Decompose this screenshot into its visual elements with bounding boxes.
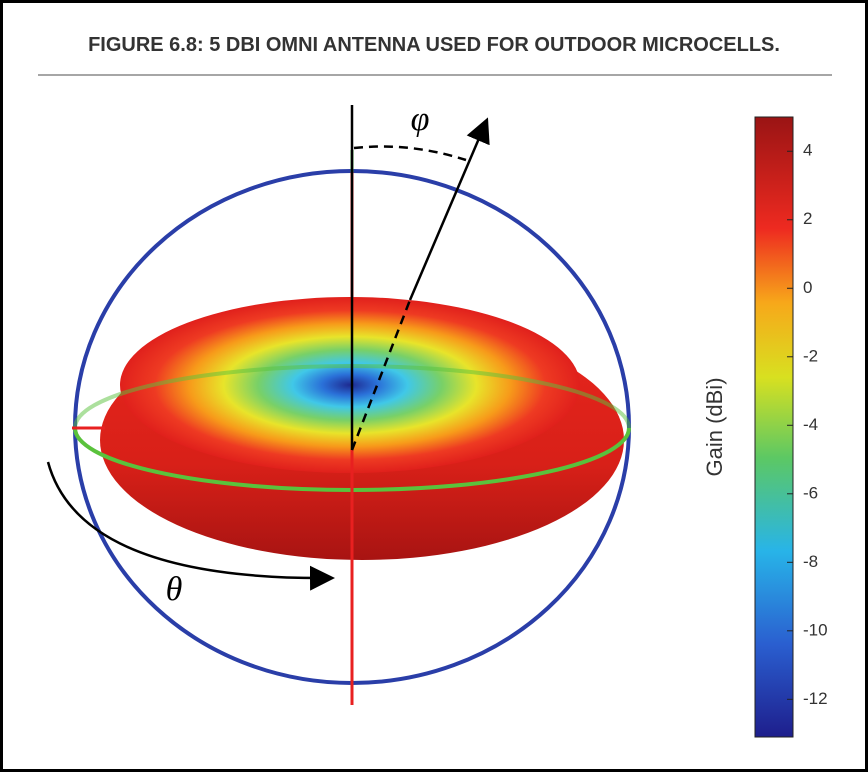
tick-label: -12 [803, 689, 828, 708]
tick-label: -8 [803, 552, 818, 571]
tick-label: -4 [803, 415, 818, 434]
tick-label: -10 [803, 620, 828, 639]
tick-label: 0 [803, 278, 812, 297]
figure: FIGURE 6.8: 5 DBI OMNI ANTENNA USED FOR … [0, 0, 868, 772]
theta-label: θ [166, 571, 183, 608]
tick-label: -6 [803, 483, 818, 502]
colorbar [755, 117, 793, 737]
tick-label: 2 [803, 209, 812, 228]
antenna-pattern [48, 105, 629, 705]
phi-label: φ [411, 101, 430, 138]
tick-label: -2 [803, 346, 818, 365]
tick-label: 4 [803, 141, 812, 160]
colorbar-label: Gain (dBi) [702, 377, 727, 476]
figure-title: FIGURE 6.8: 5 DBI OMNI ANTENNA USED FOR … [88, 34, 780, 56]
